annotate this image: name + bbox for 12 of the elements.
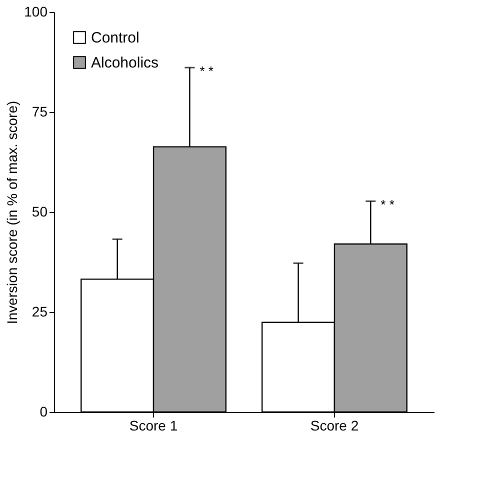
- y-tick-label: 0: [40, 404, 48, 420]
- y-tick-label: 75: [32, 104, 48, 120]
- legend-label: Alcoholics: [91, 54, 159, 72]
- y-tick-label: 25: [32, 304, 48, 320]
- y-tick-label: 50: [32, 204, 48, 220]
- y-tick-label: 100: [24, 4, 48, 20]
- x-tick-label: Score 1: [129, 418, 178, 434]
- annotation: * *: [200, 64, 214, 79]
- annotation: * *: [380, 197, 394, 212]
- y-axis-title: Inversion score (in % of max. score): [4, 100, 20, 324]
- legend-label: Control: [91, 30, 140, 46]
- x-tick-label: Score 2: [310, 418, 359, 434]
